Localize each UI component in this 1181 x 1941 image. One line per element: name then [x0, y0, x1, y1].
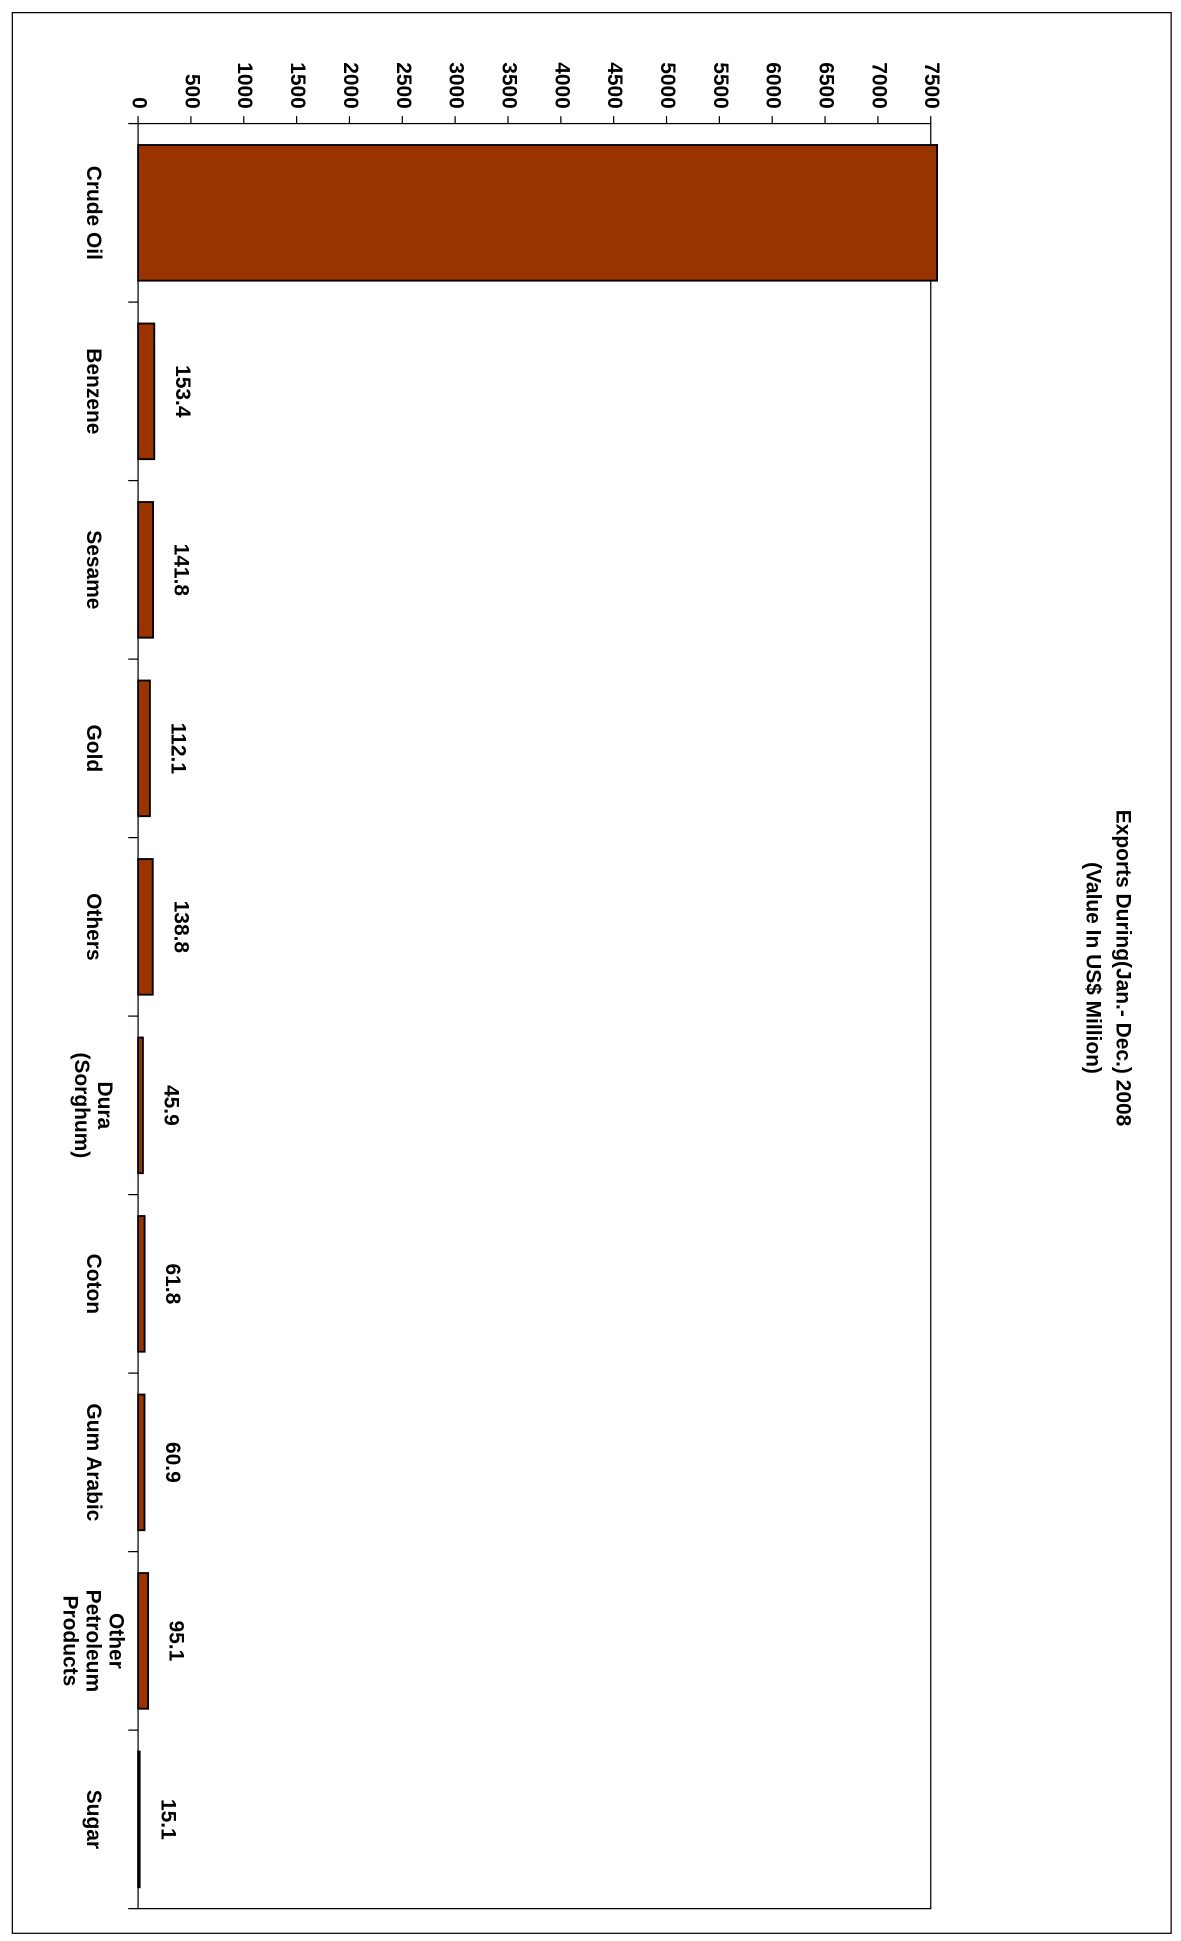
y-tick-label: 5000	[656, 62, 679, 109]
chart-frame	[11, 12, 1172, 1934]
bar	[137, 1036, 144, 1175]
y-tick-label: 2000	[339, 62, 362, 109]
value-label: 112.1	[167, 723, 190, 775]
bar	[137, 1215, 146, 1353]
value-label: 95.1	[165, 1621, 188, 1662]
x-tick-label: Sugar	[82, 1790, 105, 1849]
x-tick-label: Gum Arabic	[82, 1403, 105, 1521]
x-tick-label: Dura(Sorghum)	[70, 1052, 116, 1158]
value-label: 153.4	[171, 365, 194, 418]
bar	[137, 679, 151, 818]
bar	[137, 144, 939, 282]
y-tick-label: 5500	[709, 62, 732, 109]
x-tick-label: Gold	[82, 725, 105, 773]
value-label: 45.9	[160, 1085, 183, 1126]
y-tick-label: 4000	[550, 62, 573, 109]
y-tick-label: 500	[180, 74, 203, 109]
y-tick-label: 3500	[497, 62, 520, 109]
bar	[137, 501, 154, 639]
value-label: 61.8	[161, 1263, 184, 1304]
y-tick-label: 4500	[603, 62, 626, 109]
x-tick-label: Sesame	[82, 530, 105, 609]
y-tick-label: 1000	[233, 62, 256, 109]
y-tick-label: 7000	[867, 62, 890, 109]
chart-subtitle: (Value In US$ Million)	[1082, 862, 1105, 1074]
y-tick-label: 1500	[286, 62, 309, 109]
x-tick-label: Others	[82, 893, 105, 960]
value-label: 141.8	[170, 544, 193, 596]
bar	[137, 1572, 150, 1710]
bar	[137, 858, 154, 996]
x-tick-label: Crude Oil	[82, 166, 105, 260]
bar	[137, 1393, 146, 1532]
y-tick-label: 6000	[762, 62, 785, 109]
bar	[137, 322, 156, 461]
value-label: 15.1	[156, 1799, 179, 1840]
chart-title: Exports During(Jan.- Dec.) 2008	[1111, 810, 1134, 1126]
y-tick-label: 7500	[920, 62, 943, 109]
bar	[137, 1750, 141, 1889]
x-tick-label: Coton	[82, 1254, 105, 1314]
x-tick-label: OtherPetroleumProducts	[59, 1590, 128, 1692]
y-tick-label: 6500	[815, 62, 838, 109]
y-tick-label: 3000	[445, 62, 468, 109]
value-label: 138.8	[169, 901, 192, 953]
y-tick-label: 2500	[392, 62, 415, 109]
value-label: 60.9	[161, 1442, 184, 1483]
x-tick-label: Benzene	[82, 348, 105, 434]
y-tick-label: 0	[128, 97, 151, 109]
plot-area	[137, 122, 932, 1910]
